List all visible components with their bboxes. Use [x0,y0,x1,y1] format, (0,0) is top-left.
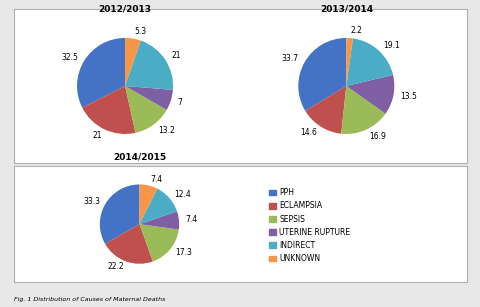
Text: 19.1: 19.1 [383,41,399,50]
Text: 7.4: 7.4 [184,215,197,224]
Wedge shape [346,38,392,86]
Wedge shape [82,86,135,134]
Wedge shape [139,224,179,262]
Wedge shape [125,86,167,133]
Text: 33.7: 33.7 [281,54,298,64]
Wedge shape [139,189,177,224]
Text: 21: 21 [92,131,101,140]
Title: 2012/2013: 2012/2013 [98,4,151,13]
Title: 2014/2015: 2014/2015 [113,153,166,162]
Text: 5.3: 5.3 [134,27,146,36]
Legend: PPH, ECLAMPSIA, SEPSIS, UTERINE RUPTURE, INDIRECT, UNKNOWN: PPH, ECLAMPSIA, SEPSIS, UTERINE RUPTURE,… [268,187,350,264]
Wedge shape [100,185,139,244]
Wedge shape [346,75,394,114]
Wedge shape [125,38,141,86]
Text: 32.5: 32.5 [61,52,78,62]
Text: 13.2: 13.2 [157,126,174,135]
Wedge shape [139,185,157,224]
Wedge shape [298,38,346,111]
Text: 7: 7 [178,98,182,107]
Wedge shape [125,86,172,110]
Text: 16.9: 16.9 [368,132,385,141]
Wedge shape [105,224,153,264]
Text: 33.3: 33.3 [83,197,100,206]
Text: 17.3: 17.3 [175,248,192,257]
Text: 13.5: 13.5 [400,92,417,101]
Wedge shape [139,212,179,230]
Text: 7.4: 7.4 [150,175,162,184]
Title: 2013/2014: 2013/2014 [319,4,372,13]
Wedge shape [77,38,125,108]
Text: 12.4: 12.4 [174,190,190,199]
Wedge shape [340,86,384,134]
Wedge shape [305,86,346,134]
Text: 22.2: 22.2 [107,262,123,271]
Text: Fig. 1 Distribution of Causes of Maternal Deaths: Fig. 1 Distribution of Causes of Materna… [14,297,166,302]
Text: 21: 21 [171,51,180,60]
Text: 2.2: 2.2 [349,26,361,35]
Text: 14.6: 14.6 [299,128,316,137]
Wedge shape [125,41,173,90]
Wedge shape [346,38,352,86]
